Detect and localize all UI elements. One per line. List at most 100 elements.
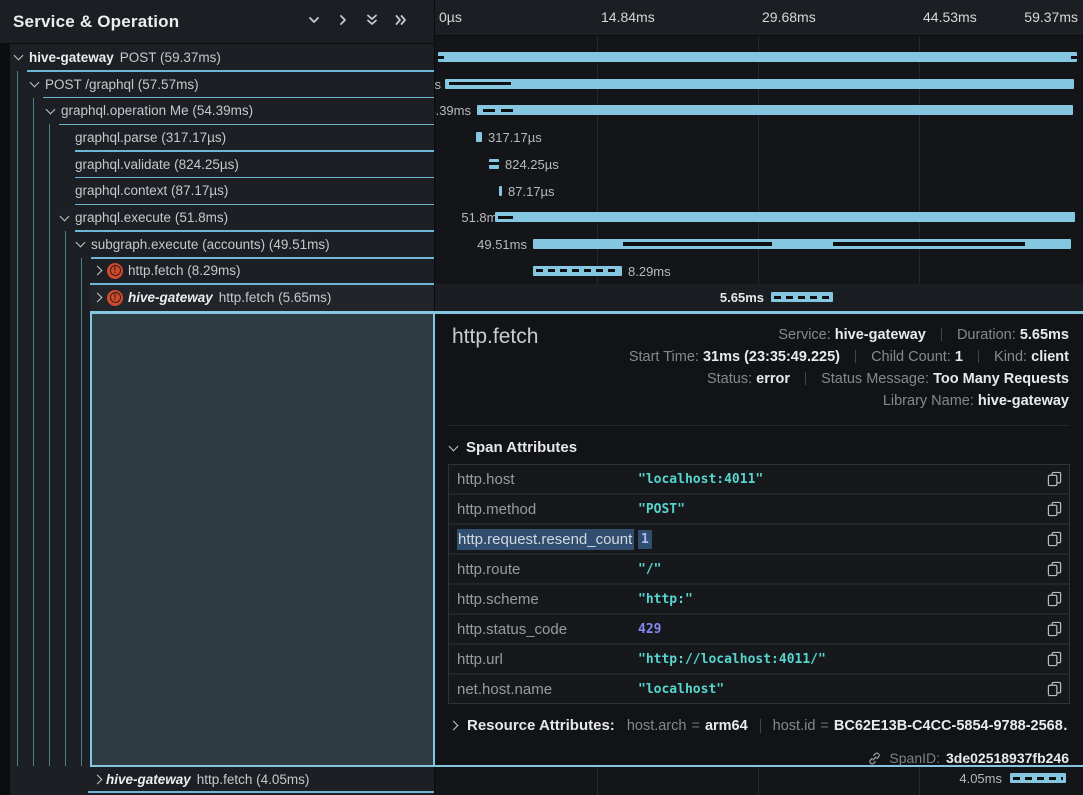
copy-icon[interactable] [1039,501,1069,517]
copy-icon[interactable] [1039,561,1069,577]
copy-icon[interactable] [1039,651,1069,667]
bar-row [435,44,1083,71]
span-name: POST (59.37ms) [119,49,221,65]
start-time-label: Start Time: [628,349,699,365]
tree-row-http-fetch-8ms[interactable]: http.fetch (8.29ms) [10,258,434,286]
status-message-value: Too Many Requests [933,371,1069,387]
bar-row: 317.17µs [435,124,1083,151]
attr-row-resend-count[interactable]: http.request.resend_count 1 [449,525,1069,553]
selected-row-top-border [90,283,434,285]
kind-label: Kind: [994,349,1028,365]
copy-icon[interactable] [1039,681,1069,697]
tree-row-execute[interactable]: graphql.execute (51.8ms) [10,204,434,232]
attr-row-http-url[interactable]: http.url "http://localhost:4011/" [449,645,1069,673]
status-label: Status: [706,371,753,387]
tree-row-validate[interactable]: graphql.validate (824.25µs) [10,151,434,179]
tick-29ms: 29.68ms [762,9,816,25]
bar-duration-label: 8.29ms [628,263,671,279]
tree-pane-header: Service & Operation [0,0,434,44]
copy-icon[interactable] [1039,531,1069,547]
span-detail-panel: http.fetch Service: hive-gateway Duratio… [434,313,1083,766]
bar-duration-label: 49.51ms [477,236,527,252]
chevron-down-icon[interactable] [59,211,70,221]
expand-one-icon[interactable] [335,12,351,28]
indent-guide [49,124,50,792]
attr-row-net-host-name[interactable]: net.host.name "localhost" [449,675,1069,703]
tree-row-root[interactable]: hive-gateway POST (59.37ms) [10,44,434,72]
resource-key: host.arch [626,717,687,734]
attr-value: "http://localhost:4011/" [638,651,826,667]
attr-value: "http:" [638,591,693,607]
span-bar-context[interactable] [499,185,502,196]
tree-row-subgraph[interactable]: subgraph.execute (accounts) (49.51ms) [10,231,434,259]
span-attributes-toggle[interactable]: Span Attributes [448,439,577,456]
tree-row-context[interactable]: graphql.context (87.17µs) [10,178,434,206]
service-name: hive-gateway [106,771,191,787]
span-name: graphql.validate (824.25µs) [75,156,239,172]
span-bar-operation[interactable] [477,105,1073,116]
chevron-down-icon[interactable] [29,77,40,88]
copy-icon[interactable] [1039,621,1069,637]
span-bar-execute[interactable] [495,212,1075,223]
chevron-right-icon[interactable] [92,265,103,276]
attr-row-http-method[interactable]: http.method "POST" [449,495,1069,523]
chevron-down-icon[interactable] [75,237,86,248]
service-name: hive-gateway [128,290,213,306]
span-bar-post-graphql[interactable] [445,78,1074,89]
copy-icon[interactable] [1039,471,1069,487]
bar-row: 4.05ms [435,766,1083,792]
tick-0us: 0µs [439,9,462,25]
expand-all-icon[interactable] [393,12,409,28]
chevron-down-icon[interactable] [45,104,56,115]
chevron-down-icon[interactable] [13,50,24,61]
span-detail-title: http.fetch [452,325,539,348]
tree-row-parse[interactable]: graphql.parse (317.17µs) [10,124,434,152]
tree-row-operation[interactable]: graphql.operation Me (54.39ms) [10,97,434,126]
resource-key: host.id [772,717,816,734]
attr-row-http-route[interactable]: http.route "/" [449,555,1069,583]
attr-value: "localhost:4011" [638,471,764,487]
divider [448,425,1069,426]
kind-value: client [1031,349,1069,365]
resource-attributes-toggle[interactable]: Resource Attributes: host.arch = arm64 h… [450,717,1069,734]
bar-row: 51.8ms [435,204,1083,231]
bar-duration-label: 51.8ms [461,210,504,226]
attr-value: "/" [638,561,662,577]
attr-row-status-code[interactable]: http.status_code 429 [449,615,1069,643]
span-bar-http-fetch-5ms[interactable] [771,292,833,303]
chevron-right-icon[interactable] [92,774,103,784]
bar-duration-label: 57.57ms [434,76,441,92]
attr-row-http-scheme[interactable]: http.scheme "http:" [449,585,1069,613]
attr-row-http-host[interactable]: http.host "localhost:4011" [449,465,1069,493]
span-id-link[interactable]: SpanID: 3de02518937fb246 [867,750,1069,766]
span-bar-subgraph[interactable] [533,238,1071,249]
attr-value: 1 [638,529,1039,549]
span-bar-root[interactable] [438,52,1077,62]
span-bar-validate[interactable] [489,158,499,169]
bar-row: 824.25µs [435,151,1083,178]
span-name: graphql.operation Me (54.39ms) [61,103,254,119]
collapse-one-icon[interactable] [306,12,322,28]
bar-row: 57.57ms [435,71,1083,98]
service-value: hive-gateway [834,327,926,343]
bar-duration-label: 4.05ms [959,771,1002,786]
tree-row-post-graphql[interactable]: POST /graphql (57.57ms) [10,71,434,99]
span-bar-parse[interactable] [476,132,482,143]
collapse-all-icon[interactable] [364,12,380,28]
span-bar-http-fetch-4ms[interactable] [1010,773,1066,783]
selected-row-left-highlight [90,284,434,311]
span-id-value: 3de02518937fb246 [946,750,1069,766]
tree-row-http-fetch-4ms[interactable]: hive-gateway http.fetch (4.05ms) [10,766,434,793]
status-message-label: Status Message: [821,371,930,387]
bar-row: 54.39ms [435,97,1083,124]
copy-icon[interactable] [1039,591,1069,607]
chevron-right-icon[interactable] [92,292,103,303]
attr-value: "localhost" [638,681,725,697]
span-bar-http-fetch-8ms[interactable] [533,265,622,276]
span-name: http.fetch (4.05ms) [196,771,310,787]
attr-key: http.route [457,560,521,578]
tick-59ms: 59.37ms [1024,9,1078,25]
indent-guide [17,71,18,792]
tree-row-http-fetch-5ms[interactable]: hive-gateway http.fetch (5.65ms) [10,284,434,311]
tick-14ms: 14.84ms [601,9,655,25]
